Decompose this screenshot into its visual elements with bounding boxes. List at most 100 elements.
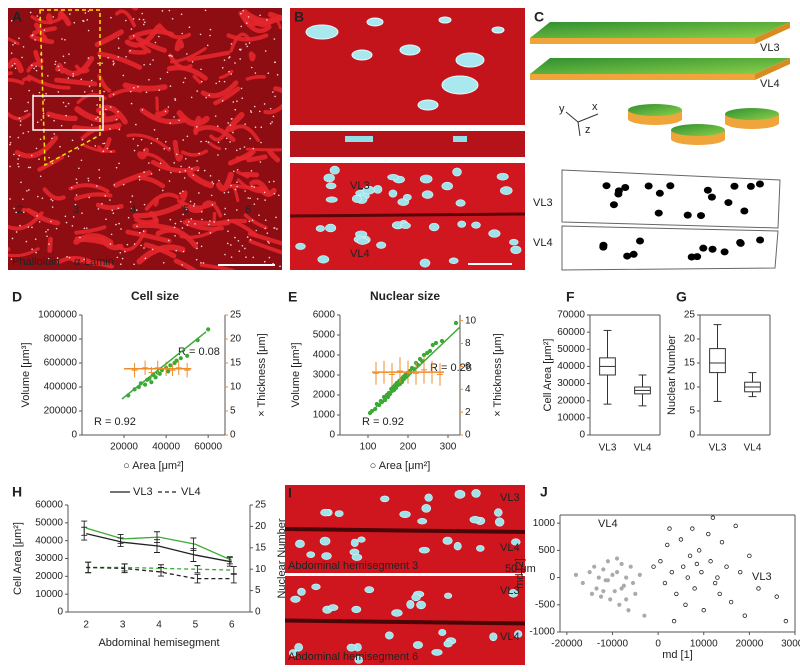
nucleus bbox=[454, 489, 466, 499]
nucleus bbox=[489, 632, 498, 642]
nucleus-dot bbox=[227, 191, 230, 193]
panel-text: 2 bbox=[17, 204, 23, 216]
nucleus-dot bbox=[244, 247, 246, 250]
point bbox=[168, 363, 173, 368]
nucleus-dot bbox=[65, 114, 67, 117]
muscle-fiber bbox=[155, 227, 199, 249]
point bbox=[619, 586, 624, 591]
point bbox=[580, 580, 585, 586]
nucleus-dot bbox=[22, 45, 25, 48]
point bbox=[710, 515, 716, 520]
disc-top bbox=[628, 104, 682, 116]
nucleus-dot bbox=[666, 182, 675, 190]
nucleus-dot bbox=[65, 221, 68, 224]
muscle-fiber bbox=[139, 175, 166, 189]
nucleus-dot bbox=[125, 19, 127, 22]
nucleus-dot bbox=[71, 225, 74, 227]
nucleus-dot bbox=[200, 140, 202, 143]
nucleus bbox=[452, 167, 462, 177]
nucleus-dot bbox=[225, 137, 228, 140]
nucleus-dot bbox=[71, 139, 74, 142]
nucleus-dot bbox=[165, 140, 167, 143]
nucleus-dot bbox=[196, 90, 199, 92]
nucleus-dot bbox=[253, 105, 256, 108]
x-tick-label: VL3 bbox=[599, 443, 617, 454]
nucleus bbox=[509, 238, 519, 246]
muscle-fiber bbox=[267, 11, 282, 21]
nucleus-dot bbox=[260, 126, 263, 128]
cell-outline bbox=[561, 225, 779, 271]
box bbox=[709, 348, 726, 374]
x-axis-label: ○ Area [μm²] bbox=[123, 460, 184, 472]
panel-text: VL3 bbox=[350, 180, 370, 192]
nucleus-dot bbox=[263, 103, 266, 105]
nucleus-dot bbox=[120, 228, 122, 230]
nucleus-dot bbox=[125, 55, 127, 58]
point bbox=[433, 340, 439, 346]
y-tick-label: 2000 bbox=[313, 390, 336, 401]
nucleus bbox=[411, 593, 421, 602]
nucleus-dot bbox=[269, 122, 272, 125]
nucleus-dot bbox=[117, 110, 119, 113]
muscle-fiber bbox=[179, 190, 188, 201]
chart: 0 10000 20000 30000 40000 50000 60000 0 5 10 15 20 2… bbox=[12, 484, 288, 649]
nucleus bbox=[315, 225, 325, 232]
nucleus bbox=[421, 504, 432, 513]
nucleus-dot bbox=[174, 222, 177, 225]
nucleus bbox=[391, 609, 403, 617]
nucleus-dot bbox=[35, 69, 38, 72]
muscle-fiber bbox=[227, 149, 256, 166]
nucleus-dot bbox=[51, 199, 54, 202]
panel-text: VL4 bbox=[350, 248, 370, 260]
point bbox=[628, 564, 633, 569]
muscle-fiber bbox=[245, 147, 282, 152]
muscle-fiber bbox=[8, 111, 32, 121]
nucleus-dot bbox=[81, 260, 83, 263]
panel-text: I bbox=[288, 485, 292, 501]
nucleus-dot bbox=[102, 142, 104, 145]
point bbox=[774, 594, 779, 599]
error-bar bbox=[190, 548, 197, 562]
nucleus-dot bbox=[130, 28, 133, 30]
nucleus-dot bbox=[81, 138, 84, 141]
nucleus-dot bbox=[88, 85, 91, 88]
x-tick-label: 20000 bbox=[735, 639, 763, 650]
nucleus-dot bbox=[105, 108, 107, 111]
nucleus-side bbox=[345, 136, 373, 142]
disc-bottom bbox=[725, 117, 779, 129]
nucleus-dot bbox=[124, 250, 126, 253]
muscle-fiber bbox=[192, 74, 202, 85]
panel-text: y bbox=[559, 103, 565, 115]
nucleus-dot bbox=[236, 181, 238, 184]
nucleus-dot bbox=[182, 190, 184, 193]
nucleus bbox=[351, 605, 362, 613]
nucleus-dot bbox=[64, 215, 67, 218]
panel-letter: E bbox=[288, 289, 297, 305]
nucleus-dot bbox=[264, 199, 266, 201]
nucleus-dot bbox=[236, 209, 238, 211]
nucleus-dot bbox=[13, 207, 15, 210]
nucleus-dot bbox=[37, 195, 39, 198]
muscle-fiber bbox=[168, 53, 193, 70]
chart-title: Cell size bbox=[131, 289, 179, 303]
nucleus-dot bbox=[182, 250, 185, 253]
nucleus-dot bbox=[264, 219, 267, 222]
nucleus-dot bbox=[254, 72, 257, 74]
panel-text: 6 bbox=[245, 204, 251, 216]
nucleus bbox=[306, 551, 316, 558]
nucleus-dot bbox=[179, 192, 181, 195]
nucleus-dot bbox=[190, 217, 193, 220]
point bbox=[678, 537, 684, 542]
nucleus-dot bbox=[103, 90, 105, 93]
nucleus-dot bbox=[31, 248, 33, 251]
nucleus-dot bbox=[101, 202, 103, 205]
nucleus bbox=[399, 44, 421, 56]
y-tick-label: 10 bbox=[684, 382, 696, 393]
y-tick-label: 1000000 bbox=[38, 310, 77, 321]
nucleus-dot bbox=[54, 60, 57, 63]
nucleus-dot bbox=[138, 18, 141, 21]
point bbox=[724, 564, 729, 569]
nucleus-dot bbox=[230, 244, 232, 246]
nucleus-dot bbox=[274, 61, 276, 63]
nucleus-dot bbox=[161, 189, 164, 192]
